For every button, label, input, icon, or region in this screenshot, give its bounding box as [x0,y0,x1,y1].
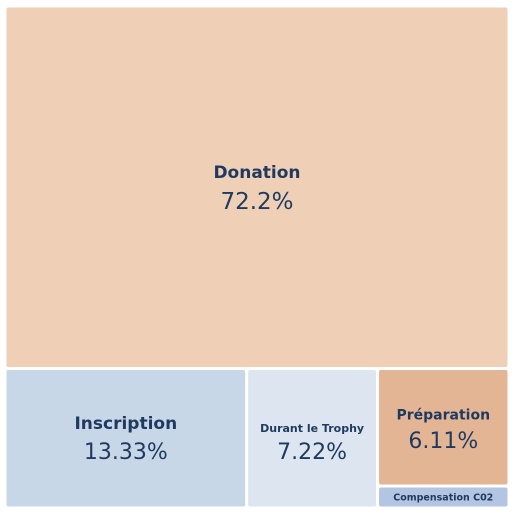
value-preparation: 6.11% [408,429,478,454]
tile-durant-le-trophy [248,369,377,507]
label-donation: Donation [213,163,300,183]
tile-donation [6,7,508,367]
value-durant-le-trophy: 7.22% [277,440,347,465]
label-compensation-c02: Compensation C02 [393,493,493,504]
label-preparation: Préparation [396,408,490,424]
label-inscription: Inscription [74,414,177,434]
tile-preparation [379,369,508,485]
tile-inscription [6,369,246,507]
value-inscription: 13.33% [84,440,168,465]
tile-compensation-c02 [379,487,508,507]
value-donation: 72.2% [220,189,293,215]
label-durant-le-trophy: Durant le Trophy [260,422,364,435]
